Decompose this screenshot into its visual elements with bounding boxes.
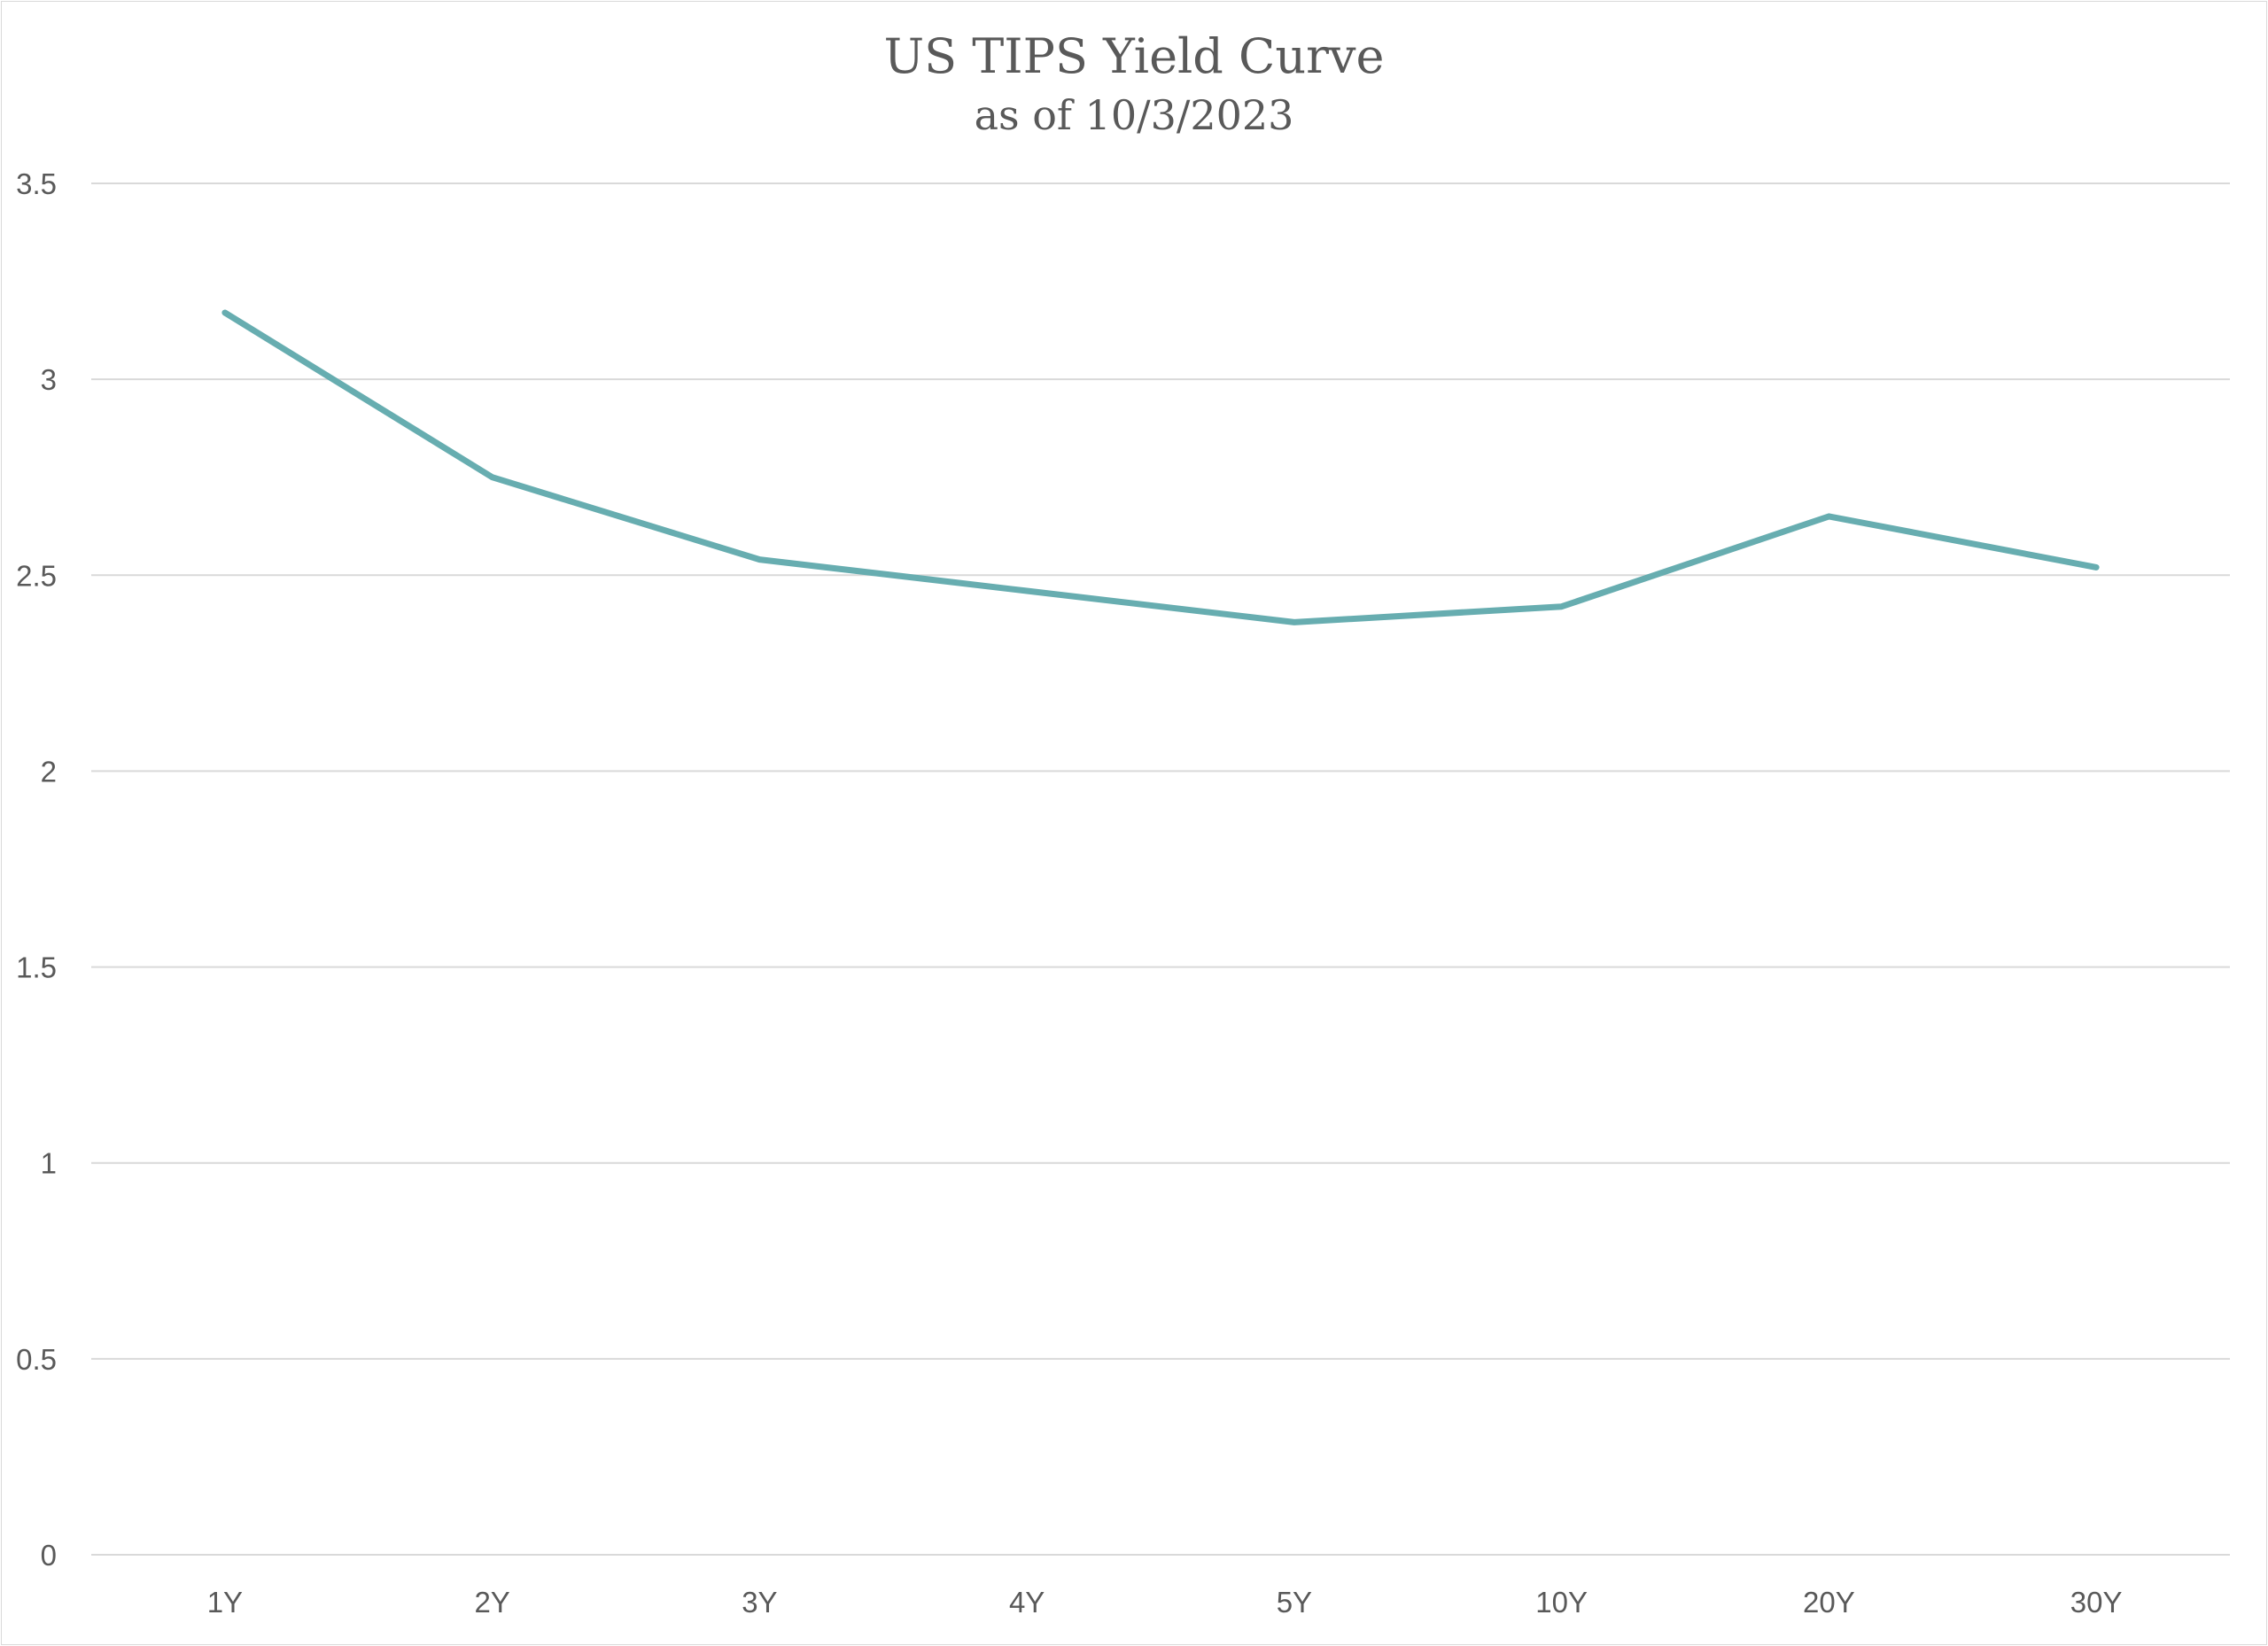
y-tick-label: 2 bbox=[41, 755, 57, 788]
chart-title: US TIPS Yield Curve bbox=[884, 28, 1385, 84]
data-point bbox=[1024, 587, 1030, 594]
y-tick-label: 1 bbox=[41, 1147, 57, 1180]
gridlines bbox=[91, 182, 2230, 1556]
data-point bbox=[1826, 513, 1832, 519]
data-point bbox=[221, 309, 228, 315]
x-tick-label: 10Y bbox=[1535, 1586, 1588, 1619]
series-layer bbox=[221, 309, 2100, 625]
data-point bbox=[1558, 603, 1565, 609]
y-tick-label: 1.5 bbox=[16, 951, 57, 984]
x-tick-label: 20Y bbox=[1803, 1586, 1855, 1619]
x-axis-ticks: 1Y 2Y 3Y 4Y 5Y 10Y 20Y 30Y bbox=[207, 1586, 2123, 1619]
y-tick-label: 3 bbox=[41, 363, 57, 396]
data-point bbox=[2093, 564, 2100, 571]
data-point bbox=[757, 556, 763, 563]
y-tick-label: 3.5 bbox=[16, 167, 57, 200]
x-tick-label: 30Y bbox=[2070, 1586, 2123, 1619]
data-point bbox=[1291, 619, 1297, 625]
x-tick-label: 5Y bbox=[1277, 1586, 1312, 1619]
x-tick-label: 1Y bbox=[207, 1586, 243, 1619]
x-tick-label: 3Y bbox=[742, 1586, 777, 1619]
chart-subtitle: as of 10/3/2023 bbox=[975, 91, 1294, 139]
y-tick-label: 0.5 bbox=[16, 1343, 57, 1376]
y-axis-ticks: 0 0.5 1 1.5 2 2.5 3 3.5 bbox=[16, 167, 57, 1572]
data-point bbox=[489, 474, 495, 480]
y-tick-label: 0 bbox=[41, 1539, 57, 1572]
x-tick-label: 2Y bbox=[474, 1586, 509, 1619]
x-tick-label: 4Y bbox=[1009, 1586, 1045, 1619]
series-line bbox=[221, 309, 2100, 625]
y-tick-label: 2.5 bbox=[16, 559, 57, 592]
